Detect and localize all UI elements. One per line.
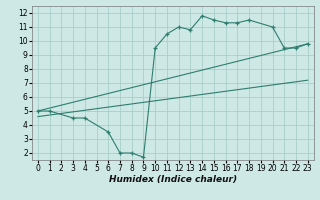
X-axis label: Humidex (Indice chaleur): Humidex (Indice chaleur) [109, 175, 237, 184]
